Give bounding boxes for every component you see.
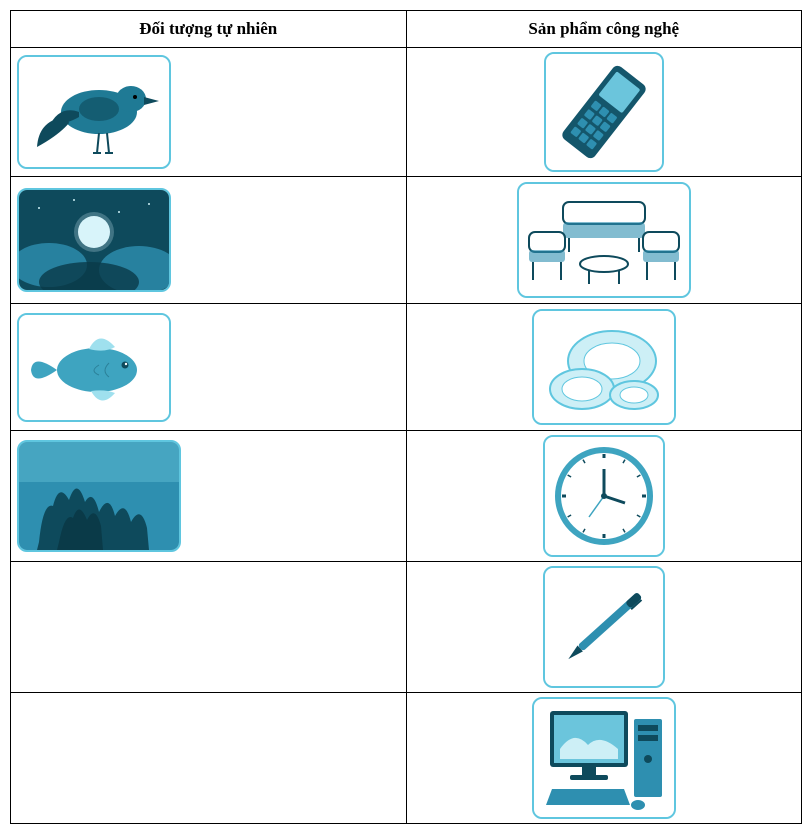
- furniture-image: [517, 182, 691, 298]
- col-header-tech: Sản phẩm công nghệ: [406, 11, 802, 48]
- fish-image: [17, 313, 171, 422]
- table-row: [11, 693, 802, 824]
- cell-tech-5: [406, 693, 802, 824]
- cell-natural-1: [11, 177, 407, 304]
- cell-natural-4: [11, 562, 407, 693]
- cell-natural-3: [11, 431, 407, 562]
- table-row: [11, 304, 802, 431]
- cell-natural-2: [11, 304, 407, 431]
- cell-tech-0: [406, 48, 802, 177]
- cell-tech-1: [406, 177, 802, 304]
- comparison-table: Đối tượng tự nhiên Sản phẩm công nghệ: [10, 10, 802, 824]
- phone-image: [544, 52, 664, 172]
- cell-tech-3: [406, 431, 802, 562]
- pen-image: [543, 566, 665, 688]
- cell-natural-5: [11, 693, 407, 824]
- table-row: [11, 48, 802, 177]
- table-row: [11, 177, 802, 304]
- cell-natural-0: [11, 48, 407, 177]
- col-header-natural: Đối tượng tự nhiên: [11, 11, 407, 48]
- table-row: [11, 562, 802, 693]
- cell-tech-4: [406, 562, 802, 693]
- dishes-image: [532, 309, 676, 425]
- moon-image: [17, 188, 171, 292]
- bird-image: [17, 55, 171, 169]
- clock-image: [543, 435, 665, 557]
- coral-image: [17, 440, 181, 552]
- cell-tech-2: [406, 304, 802, 431]
- table-row: [11, 431, 802, 562]
